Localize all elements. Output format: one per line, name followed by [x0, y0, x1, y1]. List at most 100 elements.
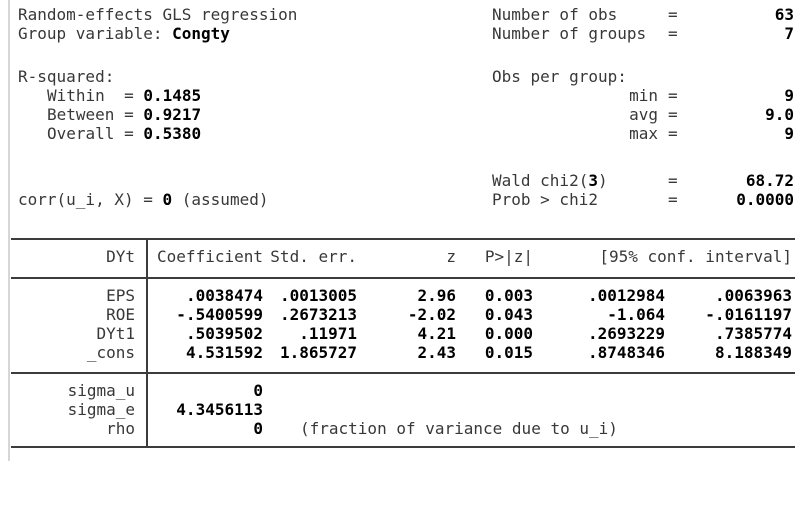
equals-sign: = [668, 86, 678, 105]
corr-value: 0 [162, 190, 173, 209]
p-value: 0.015 [484, 343, 533, 362]
stderr: 1.865727 [279, 343, 357, 362]
table-row: ROE -.5400599 .2673213 -2.02 0.043 -1.06… [0, 305, 802, 325]
pvalue-header: P>|z| [484, 247, 533, 266]
variance-row: sigma_e 4.3456113 [0, 400, 802, 420]
ci-lower: -1.064 [607, 305, 665, 324]
stderr: .0013005 [279, 286, 357, 305]
table-row: _cons 4.531592 1.865727 2.43 0.015 .8748… [0, 343, 802, 363]
sigma-u-value: 0 [253, 381, 263, 400]
coef: .5039502 [185, 324, 263, 343]
ci-upper: .7385774 [714, 324, 792, 343]
coef-header: Coefficient [157, 247, 263, 266]
rho-label: rho [106, 419, 135, 438]
page-left-border [8, 0, 10, 461]
ci-lower: .8748346 [587, 343, 665, 362]
var-name: _cons [86, 343, 135, 362]
p-value: 0.000 [484, 324, 533, 343]
r-squared-overall-value: 0.5380 [143, 124, 202, 143]
stderr: .2673213 [279, 305, 357, 324]
obs-per-group-avg: avg = 9.0 [492, 105, 794, 124]
sigma-e-value: 4.3456113 [176, 400, 263, 419]
summary-row: Overall = 0.5380 max = 9 [0, 124, 802, 144]
table-mid-rule [11, 372, 795, 374]
coef: 4.531592 [185, 343, 263, 362]
p-value: 0.003 [484, 286, 533, 305]
var-name: EPS [106, 286, 135, 305]
summary-row: Wald chi2(3) = 68.72 [0, 171, 802, 191]
coef: -.5400599 [176, 305, 263, 324]
sigma-e-label: sigma_e [67, 400, 135, 419]
ci-header: [95% conf. interval] [599, 247, 792, 266]
table-header-row: DYt Coefficient Std. err. z P>|z| [95% c… [0, 247, 802, 267]
ci-lower: .2693229 [587, 324, 665, 343]
var-name: DYt1 [96, 324, 135, 343]
max-value: 9 [784, 124, 794, 143]
ci-upper: .0063963 [714, 286, 792, 305]
avg-value: 9.0 [765, 105, 794, 124]
sigma-u-label: sigma_u [67, 381, 135, 400]
prob-chi2-label: Prob > chi2 [492, 190, 598, 209]
corr-suffix: (assumed) [172, 190, 269, 209]
table-bottom-rule [11, 446, 795, 448]
stderr-header: Std. err. [270, 247, 357, 266]
table-row: DYt1 .5039502 .11971 4.21 0.000 .2693229… [0, 324, 802, 344]
p-value: 0.043 [484, 305, 533, 324]
group-variable: Group variable: Congty [18, 24, 230, 43]
prob-chi2: Prob > chi2 = 0.0000 [492, 190, 794, 209]
number-of-obs: Number of obs = 63 [492, 5, 794, 24]
r-squared-within-label: Within = [47, 86, 144, 105]
r-squared-between-value: 0.9217 [143, 105, 202, 124]
group-variable-label: Group variable: [18, 24, 173, 43]
number-of-groups-label: Number of groups [492, 24, 647, 43]
r-squared-between: Between = 0.9217 [47, 105, 201, 124]
equals-sign: = [668, 171, 678, 190]
ci-upper: -.0161197 [705, 305, 792, 324]
z-stat: 2.96 [417, 286, 456, 305]
corr-assumption: corr(u_i, X) = 0 (assumed) [18, 190, 268, 209]
obs-per-group-min: min = 9 [492, 86, 794, 105]
summary-row: Between = 0.9217 avg = 9.0 [0, 105, 802, 125]
z-stat: -2.02 [407, 305, 456, 324]
r-squared-heading: R-squared: [18, 67, 115, 86]
group-variable-value: Congty [172, 24, 230, 43]
r-squared-between-label: Between = [47, 105, 144, 124]
equals-sign: = [668, 105, 678, 124]
regression-title: Random-effects GLS regression [18, 5, 298, 24]
var-name: ROE [106, 305, 135, 324]
summary-row: Random-effects GLS regression Number of … [0, 5, 802, 25]
r-squared-within: Within = 0.1485 [47, 86, 201, 105]
wald-chi2: Wald chi2(3) = 68.72 [492, 171, 794, 190]
summary-row: R-squared: Obs per group: [0, 67, 802, 87]
number-of-obs-value: 63 [774, 5, 794, 24]
wald-prefix: Wald chi2( [492, 171, 589, 190]
z-stat: 2.43 [417, 343, 456, 362]
stata-output: Random-effects GLS regression Number of … [0, 0, 802, 461]
dep-var-header: DYt [106, 247, 135, 266]
wald-df: 3 [588, 171, 598, 190]
summary-row: corr(u_i, X) = 0 (assumed) Prob > chi2 =… [0, 190, 802, 210]
wald-chi2-label: Wald chi2(3) [492, 171, 668, 190]
equals-sign: = [668, 24, 678, 43]
wald-chi2-value: 68.72 [745, 171, 794, 190]
equals-sign: = [668, 190, 678, 209]
ci-upper: 8.188349 [714, 343, 792, 362]
stderr: .11971 [299, 324, 357, 343]
summary-row: Group variable: Congty Number of groups … [0, 24, 802, 44]
variance-row: rho 0 (fraction of variance due to u_i) [0, 419, 802, 439]
z-header: z [446, 247, 456, 266]
rho-value: 0 [253, 419, 263, 438]
table-vertical-rule [146, 238, 148, 448]
variance-row: sigma_u 0 [0, 381, 802, 401]
wald-suffix: ) [597, 171, 608, 190]
rho-note: (fraction of variance due to u_i) [300, 419, 618, 438]
equals-sign: = [668, 124, 678, 143]
z-stat: 4.21 [417, 324, 456, 343]
obs-per-group-max: max = 9 [492, 124, 794, 143]
summary-row: Within = 0.1485 min = 9 [0, 86, 802, 106]
number-of-groups-value: 7 [784, 24, 794, 43]
r-squared-within-value: 0.1485 [143, 86, 202, 105]
equals-sign: = [668, 5, 678, 24]
r-squared-overall-label: Overall = [47, 124, 144, 143]
ci-lower: .0012984 [587, 286, 665, 305]
